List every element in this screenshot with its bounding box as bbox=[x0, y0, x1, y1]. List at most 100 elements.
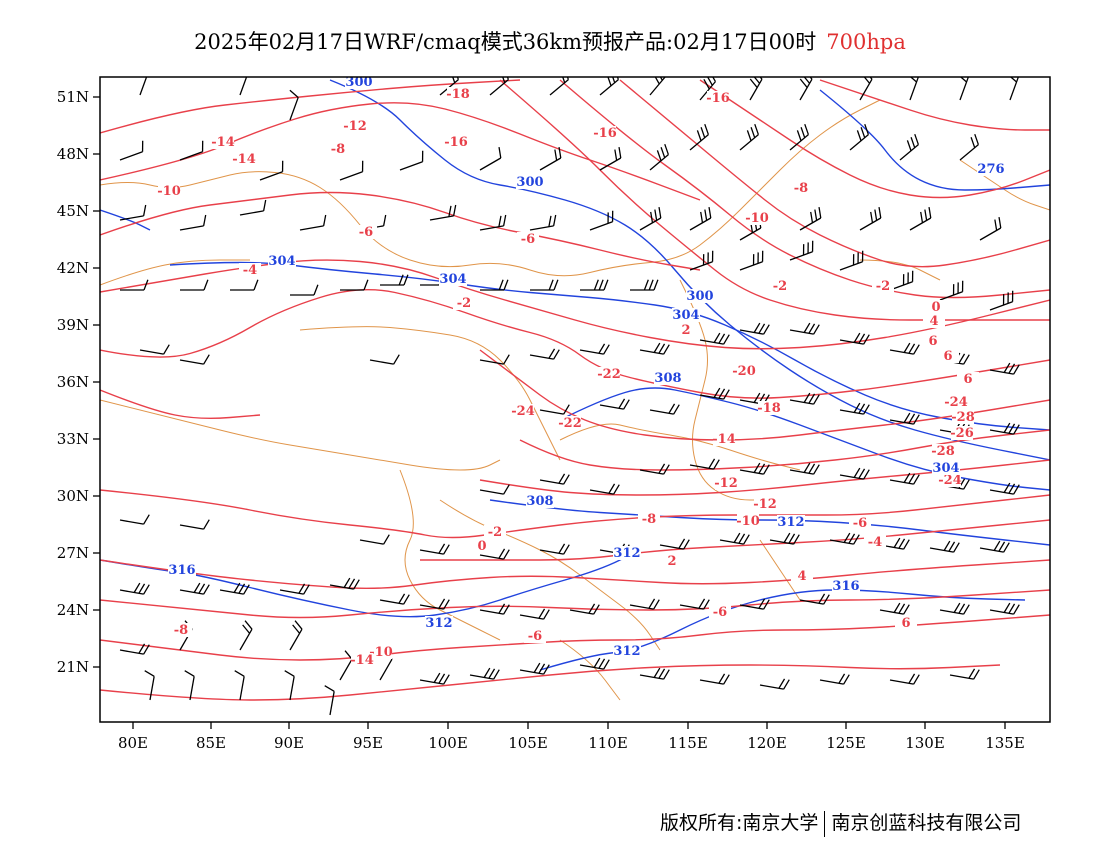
wind-barb-feather bbox=[703, 599, 710, 610]
map-title: 2025年02月17日WRF/cmaq模式36km预报产品:02月17日00时 7… bbox=[0, 26, 1100, 56]
wind-barb-shaft bbox=[689, 464, 714, 470]
wind-barb-shaft bbox=[979, 227, 1002, 241]
wind-barb-feather bbox=[363, 279, 369, 291]
wind-barb-feather bbox=[203, 584, 210, 595]
wind-barb-feather bbox=[753, 392, 761, 403]
temperature-label-bg bbox=[559, 416, 581, 430]
height-label: 312 bbox=[613, 546, 640, 561]
wind-barb-feather bbox=[448, 205, 452, 217]
temperature-label: 6 bbox=[943, 349, 952, 364]
wind-barb-feather bbox=[970, 137, 976, 148]
wind-barb-feather bbox=[203, 279, 209, 291]
wind-barb-feather bbox=[1008, 423, 1016, 434]
wind-barb-feather bbox=[143, 514, 150, 525]
wind-barb-shaft bbox=[519, 614, 544, 620]
boundary-line bbox=[100, 399, 501, 471]
wind-barb-shaft bbox=[479, 359, 504, 365]
wind-barb-feather bbox=[703, 79, 710, 90]
wind-barb-feather bbox=[758, 463, 766, 474]
wind-barb-feather bbox=[864, 123, 869, 135]
lon-tick-label: 80E bbox=[118, 734, 148, 752]
wind-barb-feather bbox=[353, 579, 360, 590]
wind-barb-feather bbox=[603, 659, 610, 670]
wind-barb-shaft bbox=[589, 221, 613, 231]
wind-barb-shaft bbox=[789, 399, 814, 405]
wind-barb-feather bbox=[452, 204, 457, 216]
wind-barb-feather bbox=[813, 464, 820, 475]
map-frame bbox=[99, 76, 1051, 723]
wind-barb-feather bbox=[914, 133, 919, 145]
wind-barb-shaft bbox=[789, 134, 809, 151]
boundary-line bbox=[859, 259, 941, 281]
wind-barb-feather bbox=[713, 459, 720, 470]
wind-barb-feather bbox=[713, 332, 721, 343]
temperature-label-bg bbox=[769, 279, 791, 293]
wind-barb-feather bbox=[1013, 364, 1020, 375]
wind-barb-feather bbox=[438, 598, 446, 609]
wind-barb-shaft bbox=[119, 519, 144, 525]
wind-barb-shaft bbox=[739, 134, 759, 151]
temperature-label: -10 bbox=[157, 184, 181, 199]
wind-barb-shaft bbox=[889, 349, 914, 355]
footer-divider bbox=[824, 810, 826, 837]
wind-barb-feather bbox=[1013, 484, 1020, 495]
wind-barb-feather bbox=[553, 279, 559, 291]
temperature-isotherm bbox=[499, 79, 1050, 321]
wind-barb-feather bbox=[848, 533, 856, 544]
temperature-label: -28 bbox=[931, 444, 955, 459]
temperature-label-bg bbox=[158, 184, 180, 198]
wind-barb-feather bbox=[184, 670, 195, 677]
wind-barb-shaft bbox=[739, 227, 762, 241]
height-label: 300 bbox=[686, 289, 713, 304]
wind-barb-feather bbox=[818, 207, 822, 219]
wind-barb-feather bbox=[913, 344, 920, 355]
wind-barb-feather bbox=[1003, 542, 1010, 553]
wind-barb-feather bbox=[1008, 363, 1016, 374]
wind-barb-shaft bbox=[329, 691, 335, 716]
wind-barb-feather bbox=[558, 147, 562, 159]
wind-barb-feather bbox=[593, 279, 599, 291]
wind-barb-shaft bbox=[539, 409, 564, 415]
wind-barb-feather bbox=[878, 207, 882, 219]
wind-barb-feather bbox=[663, 344, 670, 355]
wind-barb-feather bbox=[718, 333, 726, 344]
lat-tick-label: 45N bbox=[57, 202, 89, 220]
temperature-label-bg bbox=[512, 404, 534, 418]
height-label-bg bbox=[977, 162, 1005, 176]
wind-barb-feather bbox=[438, 543, 446, 554]
wind-barb-shaft bbox=[579, 664, 604, 670]
height-label: 312 bbox=[777, 515, 804, 530]
wind-barb-feather bbox=[948, 541, 956, 552]
wind-barb-feather bbox=[853, 467, 861, 478]
wind-barb-feather bbox=[663, 464, 670, 475]
wind-barb-feather bbox=[963, 604, 970, 615]
wind-barb-shaft bbox=[519, 669, 544, 675]
wind-barb-feather bbox=[658, 668, 666, 679]
wind-barb-feather bbox=[163, 344, 170, 355]
wind-barb-feather bbox=[613, 484, 620, 495]
temperature-label-bg bbox=[524, 629, 546, 643]
temperature-label-bg bbox=[945, 395, 967, 409]
wind-barb-feather bbox=[853, 332, 861, 343]
wind-barb-feather bbox=[678, 538, 686, 549]
wind-barb-feather bbox=[803, 462, 811, 473]
wind-barb-feather bbox=[908, 413, 916, 424]
wind-barb-feather bbox=[554, 149, 558, 161]
wind-barb-feather bbox=[763, 324, 770, 335]
wind-barb-feather bbox=[723, 674, 730, 685]
lon-tick-label: 130E bbox=[905, 734, 945, 752]
wind-barb-feather bbox=[863, 404, 870, 415]
wind-barb-feather bbox=[616, 77, 619, 80]
wind-barb-feather bbox=[746, 130, 752, 141]
wind-barb-shaft bbox=[139, 77, 148, 96]
temperature-label: 2 bbox=[681, 323, 690, 338]
temperature-label: -28 bbox=[951, 410, 975, 425]
wind-barb-feather bbox=[758, 323, 766, 334]
wind-barb-shaft bbox=[599, 404, 624, 410]
temperature-isotherm bbox=[100, 389, 261, 420]
wind-barb-feather bbox=[856, 130, 862, 141]
wind-barb-feather bbox=[903, 472, 911, 483]
wind-barb-shaft bbox=[479, 225, 504, 231]
temperature-label: -10 bbox=[745, 211, 769, 226]
wind-barb-shaft bbox=[549, 79, 569, 96]
